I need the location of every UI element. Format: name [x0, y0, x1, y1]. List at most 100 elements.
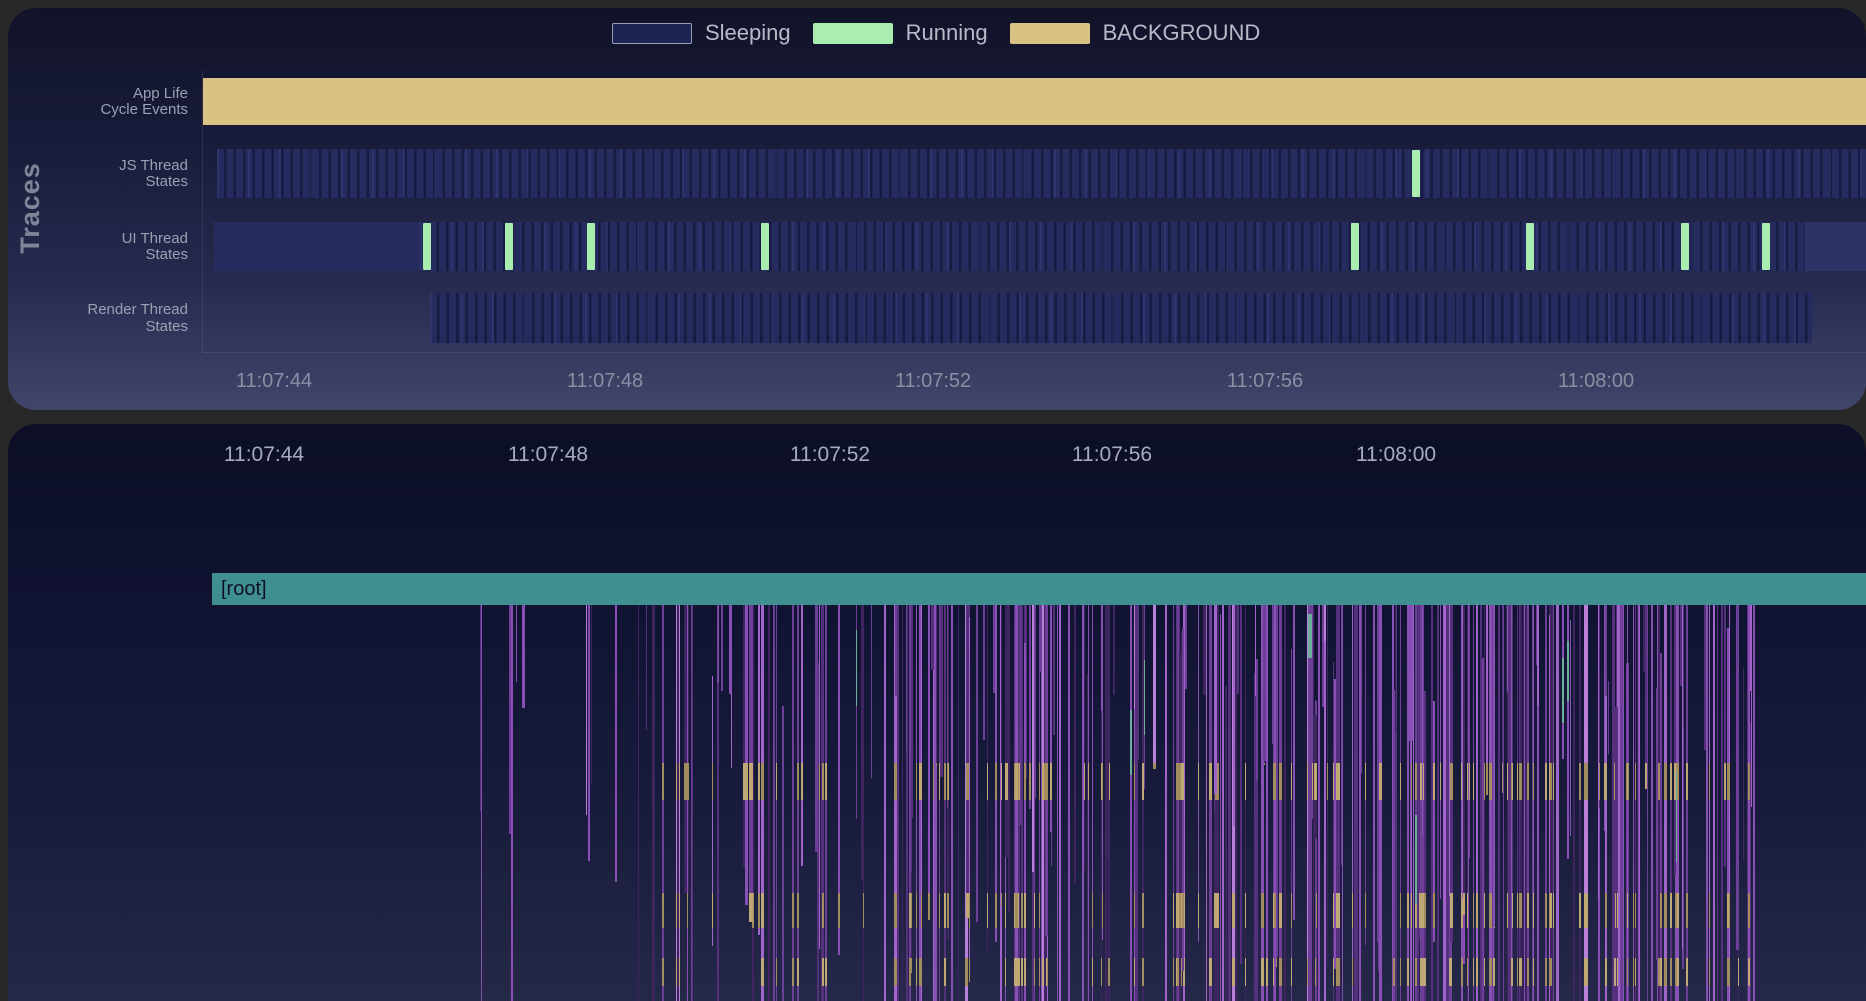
- ui-thread-states-running-slice[interactable]: [1762, 223, 1770, 270]
- time-axis-label: 11:07:52: [789, 443, 871, 466]
- legend-item-sleeping[interactable]: Sleeping: [612, 20, 791, 46]
- flame-line-background-segment: [1420, 763, 1425, 800]
- flame-line: [1686, 605, 1689, 846]
- flame-line-background-segment: [1142, 763, 1144, 800]
- flame-line-background-segment: [1633, 958, 1635, 986]
- flame-line: [1598, 605, 1600, 808]
- ui-thread-states-bar[interactable]: [214, 222, 420, 271]
- ui-thread-states-running-slice[interactable]: [761, 223, 769, 270]
- flame-line: [1651, 605, 1653, 681]
- flame-line-background-segment: [1082, 763, 1085, 800]
- flame-line-background-segment: [1634, 893, 1636, 928]
- row-label-line: Render Thread: [87, 301, 188, 318]
- row-label-render-thread-states: Render Thread States: [8, 301, 188, 335]
- flame-line-background-segment: [1604, 958, 1607, 986]
- background-swatch: [1009, 22, 1090, 44]
- flame-line: [1050, 605, 1052, 832]
- flame-line-running-segment: [1129, 709, 1132, 775]
- app-life-cycle-events-bar[interactable]: [203, 78, 1866, 125]
- flame-line-background-segment: [1727, 893, 1729, 928]
- flame-line: [1254, 673, 1259, 1001]
- ui-thread-states-running-slice[interactable]: [1351, 223, 1359, 270]
- flame-line: [1549, 605, 1552, 1001]
- legend-item-background[interactable]: BACKGROUND: [1009, 20, 1260, 46]
- flame-line: [1519, 605, 1523, 1001]
- legend-item-running[interactable]: Running: [812, 20, 988, 46]
- flame-line: [1018, 640, 1020, 1001]
- flame-line: [1244, 605, 1247, 1001]
- root-frame-bar[interactable]: [root]: [212, 573, 1866, 605]
- time-axis-label: 11:07:48: [507, 443, 589, 466]
- flame-line: [716, 605, 718, 1001]
- flame-line-background-segment: [1548, 893, 1550, 928]
- flame-line-background-segment: [1177, 958, 1180, 986]
- time-axis-label: 11:08:00: [1557, 370, 1635, 392]
- flame-line-background-segment: [792, 958, 795, 986]
- flame-line: [1584, 605, 1586, 1001]
- flame-line-background-segment: [1414, 763, 1418, 800]
- flame-line: [1143, 605, 1145, 790]
- flame-line: [1489, 605, 1491, 864]
- flame-line-background-segment: [943, 893, 947, 928]
- flame-line-background-segment: [1532, 958, 1535, 986]
- flame-line: [1727, 627, 1729, 1001]
- flame-line: [1017, 605, 1021, 1001]
- flame-line: [817, 662, 820, 1001]
- flame-line: [1326, 605, 1328, 924]
- flame-line-background-segment: [822, 958, 824, 986]
- flame-line-background-segment: [1182, 893, 1185, 928]
- flame-line: [1516, 605, 1518, 1001]
- flame-line: [1476, 605, 1479, 1001]
- js-thread-states-bar[interactable]: [217, 149, 1866, 198]
- flame-line-background-segment: [1424, 958, 1427, 986]
- ui-thread-states-running-slice[interactable]: [1526, 223, 1534, 270]
- flame-line-background-segment: [1261, 958, 1264, 986]
- flame-line: [1020, 605, 1023, 825]
- flame-line: [928, 605, 931, 920]
- flame-graph[interactable]: [8, 424, 1866, 1001]
- flame-line-background-segment: [662, 958, 665, 986]
- flame-line-background-segment: [1291, 763, 1293, 800]
- flame-line-background-segment: [1724, 763, 1727, 800]
- flame-line-background-segment: [946, 763, 949, 800]
- row-label-js-thread-states: JS Thread States: [8, 157, 188, 191]
- flame-line-background-segment: [1044, 763, 1048, 800]
- flame-line-background-segment: [915, 893, 918, 928]
- flame-line: [1324, 641, 1326, 1001]
- flame-line-background-segment: [1476, 958, 1479, 986]
- flame-line: [1626, 662, 1629, 1001]
- flame-line: [870, 605, 872, 779]
- flame-line-background-segment: [1214, 763, 1219, 800]
- flame-line-background-segment: [911, 893, 913, 928]
- flame-line-background-segment: [920, 763, 922, 800]
- flame-line-background-segment: [1548, 763, 1550, 800]
- flame-line-background-segment: [1400, 893, 1402, 928]
- flame-line-background-segment: [758, 763, 760, 800]
- ui-thread-states-running-slice[interactable]: [505, 223, 513, 270]
- flame-line: [1637, 605, 1639, 1001]
- ui-thread-states-running-slice[interactable]: [1681, 223, 1689, 270]
- flame-line-background-segment: [1729, 958, 1731, 986]
- flame-line: [1274, 605, 1278, 958]
- ui-thread-states-running-slice[interactable]: [587, 223, 595, 270]
- flame-line-background-segment: [1018, 958, 1020, 986]
- flame-line: [1240, 605, 1242, 964]
- ui-thread-states-bar[interactable]: [1805, 222, 1866, 271]
- flame-line-background-segment: [1142, 893, 1144, 928]
- flame-line-background-segment: [745, 763, 748, 800]
- flame-line-background-segment: [1675, 763, 1677, 800]
- ui-thread-states-running-slice[interactable]: [423, 223, 431, 270]
- flame-line-running-segment: [855, 629, 858, 707]
- flame-line-background-segment: [1014, 763, 1019, 800]
- js-thread-states-running-slice[interactable]: [1412, 150, 1420, 197]
- flame-line: [1673, 605, 1677, 876]
- ui-thread-states-bar[interactable]: [420, 222, 1805, 271]
- flame-line-background-segment: [792, 893, 795, 928]
- flame-line-background-segment: [1598, 763, 1600, 800]
- flame-line-background-segment: [920, 958, 922, 986]
- time-axis-label: 11:07:44: [223, 443, 305, 466]
- flame-line: [1007, 605, 1010, 913]
- render-thread-states-bar[interactable]: [430, 293, 1812, 343]
- flame-line-background-segment: [1613, 763, 1615, 800]
- flame-line-background-segment: [1509, 763, 1513, 800]
